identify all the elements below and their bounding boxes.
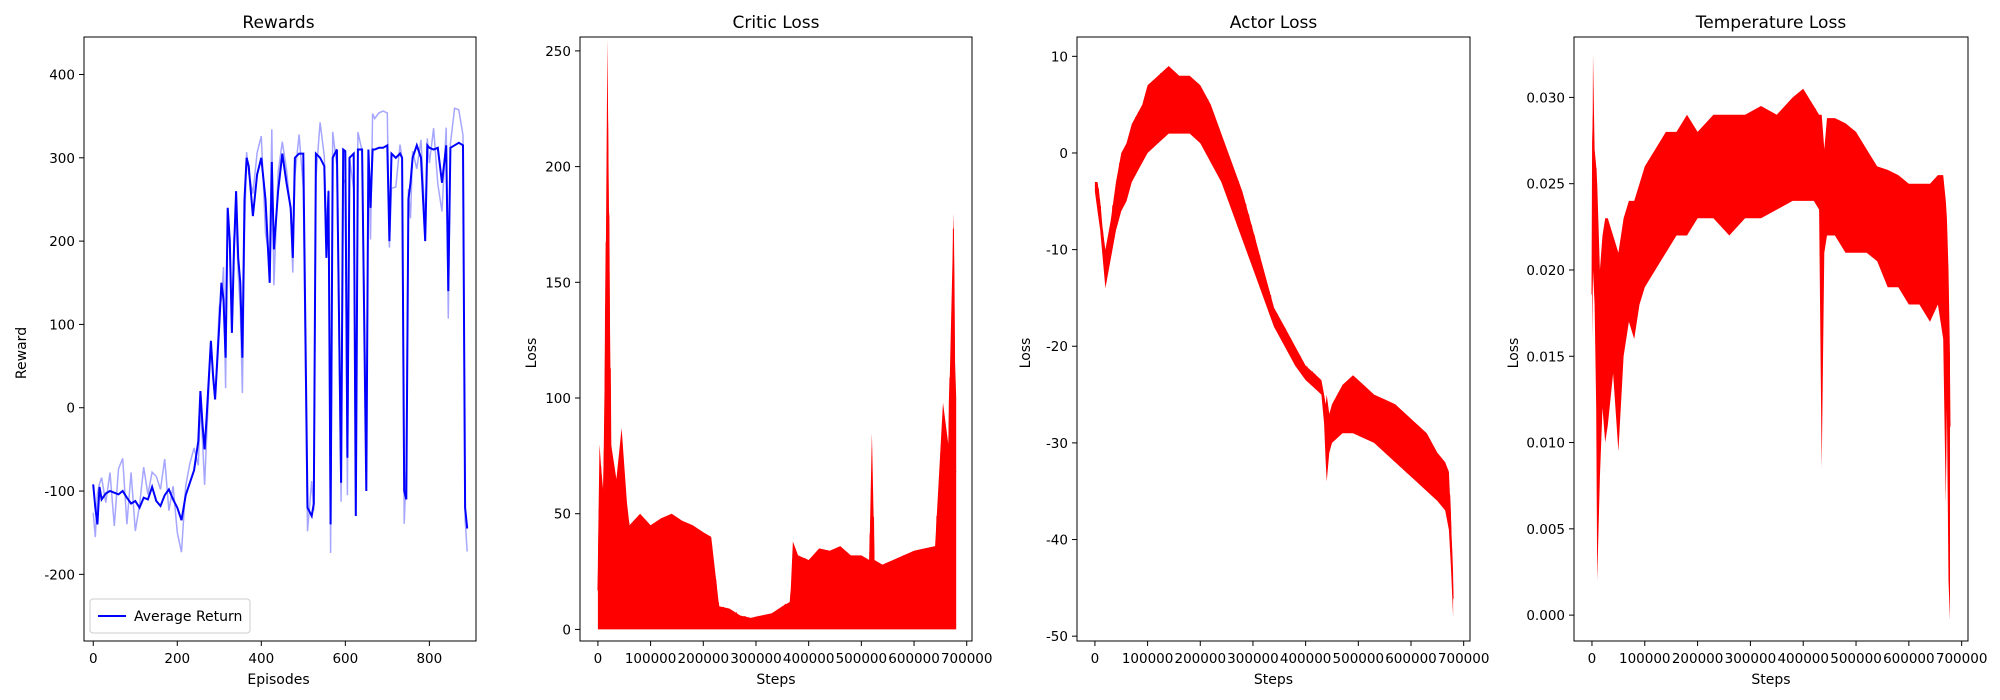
x-tick-label: 200000 xyxy=(1175,651,1227,667)
y-tick-label: 0.025 xyxy=(1526,177,1565,193)
x-tick-label: 600000 xyxy=(888,651,940,667)
plot-area-actor-loss: 0 100000 200000 300000 400000 500000 600000 700… xyxy=(1046,36,1490,667)
chart-title-critic-loss: Critic Loss xyxy=(732,13,819,33)
data-layer-temperature-loss xyxy=(1591,54,1951,621)
y-tick-label: 0.020 xyxy=(1526,263,1565,279)
axes-frame-rewards xyxy=(83,36,477,642)
y-tick-label: 100 xyxy=(545,391,571,407)
x-tick-label: 0 xyxy=(89,651,98,667)
x-axis-label-temperature-loss: Steps xyxy=(1751,672,1790,688)
x-tick-label: 200000 xyxy=(678,651,730,667)
data-layer-critic-loss xyxy=(597,39,957,630)
y-tick-label: -40 xyxy=(1046,533,1068,549)
plot-area-critic-loss: 0 100000 200000 300000 400000 500000 600000 700… xyxy=(545,36,993,667)
y-tick-label: 10 xyxy=(1051,49,1068,65)
subplot-temperature-loss: Temperature Loss Steps Loss 0 100000 20000… xyxy=(1506,13,1987,688)
loss-series-actor-loss xyxy=(1094,71,1454,599)
chart-title-actor-loss: Actor Loss xyxy=(1230,13,1318,33)
x-axis-label-actor-loss: Steps xyxy=(1254,672,1293,688)
x-axis-label-critic-loss: Steps xyxy=(756,672,795,688)
subplot-rewards: Rewards Episodes Reward 0 200 400 600 800 -20… xyxy=(14,13,477,688)
y-axis-label-actor-loss: Loss xyxy=(1018,338,1034,369)
y-tick-label: 0 xyxy=(1059,146,1068,162)
y-axis-label-critic-loss: Loss xyxy=(524,338,540,369)
x-tick-label: 0 xyxy=(1588,651,1597,667)
x-tick-label: 300000 xyxy=(730,651,782,667)
y-tick-label: 0 xyxy=(562,622,571,638)
y-tick-label: 0.010 xyxy=(1526,436,1565,452)
x-tick-label: 400000 xyxy=(1280,651,1332,667)
loss-envelope-temperature-loss xyxy=(1592,54,1950,621)
axes-frame-temperature-loss xyxy=(1573,36,1969,642)
x-tick-label: 400000 xyxy=(783,651,835,667)
x-tick-label: 100000 xyxy=(625,651,677,667)
y-tick-label: 0.005 xyxy=(1526,522,1565,538)
data-layer-actor-loss xyxy=(1094,66,1454,617)
x-tick-label: 600 xyxy=(332,651,358,667)
loss-envelope-actor-loss xyxy=(1094,66,1454,617)
x-tick-label: 100000 xyxy=(1122,651,1174,667)
x-tick-label: 400 xyxy=(248,651,274,667)
legend: Average Return xyxy=(89,598,251,634)
x-tick-label: 300000 xyxy=(1227,651,1279,667)
x-tick-label: 800 xyxy=(416,651,442,667)
plot-area-temperature-loss: 0 100000 200000 300000 400000 500000 600000 700… xyxy=(1526,36,1988,667)
x-tick-label: 200000 xyxy=(1672,651,1724,667)
y-tick-label: 0.015 xyxy=(1526,349,1565,365)
x-tick-label: 600000 xyxy=(1385,651,1437,667)
y-tick-label: 0.030 xyxy=(1526,90,1565,106)
x-tick-label: 700000 xyxy=(1438,651,1490,667)
loss-series-temperature-loss xyxy=(1591,95,1951,427)
legend-box xyxy=(89,598,251,634)
y-tick-label: -30 xyxy=(1046,436,1068,452)
y-tick-label: 50 xyxy=(554,507,571,523)
x-tick-label: 600000 xyxy=(1883,651,1935,667)
chart-title-temperature-loss: Temperature Loss xyxy=(1695,13,1847,33)
subplot-actor-loss: Actor Loss Steps Loss 0 100000 200000 30000… xyxy=(1018,13,1489,688)
y-tick-label: 400 xyxy=(49,67,75,83)
y-tick-label: 0 xyxy=(66,401,75,417)
data-layer-rewards xyxy=(92,107,469,554)
x-tick-label: 300000 xyxy=(1725,651,1777,667)
y-tick-label: -20 xyxy=(1046,339,1068,355)
x-tick-label: 700000 xyxy=(1936,651,1988,667)
axes-frame-critic-loss xyxy=(579,36,973,642)
subplot-critic-loss: Critic Loss Steps Loss 0 100000 200000 3000… xyxy=(524,13,993,688)
y-tick-label: 300 xyxy=(49,151,75,167)
axes-frame-actor-loss xyxy=(1076,36,1471,642)
x-tick-label: 200 xyxy=(164,651,190,667)
y-tick-label: 150 xyxy=(545,275,571,291)
x-tick-label: 100000 xyxy=(1619,651,1671,667)
x-axis-label-rewards: Episodes xyxy=(247,672,309,688)
x-tick-label: 0 xyxy=(1091,651,1100,667)
chart-title-rewards: Rewards xyxy=(242,13,314,33)
y-tick-label: 0.000 xyxy=(1526,608,1565,624)
y-tick-label: -100 xyxy=(44,484,75,500)
x-tick-label: 500000 xyxy=(836,651,888,667)
y-axis-label-temperature-loss: Loss xyxy=(1506,338,1522,369)
y-tick-label: -200 xyxy=(44,567,75,583)
x-tick-label: 700000 xyxy=(941,651,993,667)
plot-area-rewards: 0 200 400 600 800 -200 -100 0 100 200 300 400 Averag… xyxy=(44,36,477,667)
y-tick-label: 100 xyxy=(49,317,75,333)
x-tick-label: 500000 xyxy=(1830,651,1882,667)
x-tick-label: 0 xyxy=(594,651,603,667)
y-tick-label: 200 xyxy=(545,160,571,176)
y-tick-label: 200 xyxy=(49,234,75,250)
x-tick-label: 400000 xyxy=(1777,651,1829,667)
raw-return-line xyxy=(92,107,468,554)
y-tick-label: -10 xyxy=(1046,243,1068,259)
y-tick-label: 250 xyxy=(545,44,571,60)
x-tick-label: 500000 xyxy=(1333,651,1385,667)
series-line-average-return xyxy=(92,141,469,529)
loss-series-critic-loss xyxy=(597,121,957,623)
legend-label-average-return: Average Return xyxy=(134,609,242,625)
y-tick-label: -50 xyxy=(1046,629,1068,645)
y-axis-label-rewards: Reward xyxy=(14,327,30,379)
